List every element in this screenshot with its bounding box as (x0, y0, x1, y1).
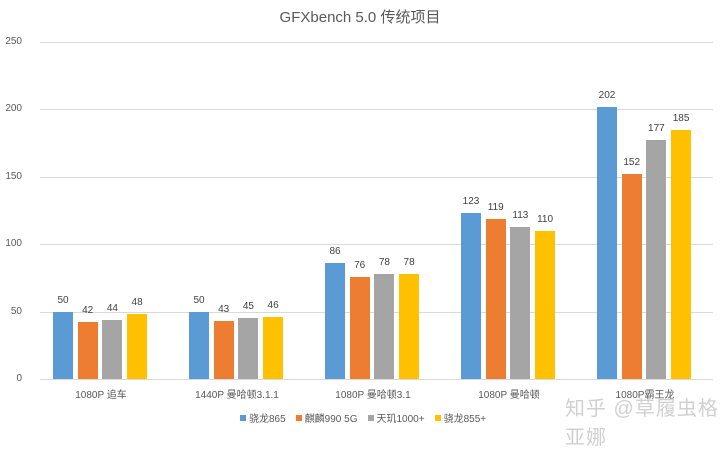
legend-item[interactable]: 骁龙855+ (434, 410, 487, 425)
data-label: 50 (57, 294, 69, 306)
legend-label: 骁龙865 (249, 414, 286, 425)
y-tick-label: 0 (16, 373, 22, 384)
bar[interactable] (535, 230, 556, 379)
data-label: 86 (329, 246, 341, 258)
bar[interactable] (77, 322, 98, 379)
bar[interactable] (189, 311, 209, 379)
data-label: 185 (672, 112, 690, 124)
bar[interactable] (671, 129, 692, 379)
data-label: 42 (82, 305, 94, 317)
data-label: 78 (403, 256, 415, 268)
bar[interactable] (213, 321, 234, 379)
x-tick-label: 1080P 追车 (75, 390, 127, 401)
legend-item[interactable]: 麒麟990 5G (295, 410, 358, 425)
legend-item[interactable]: 骁龙865 (240, 410, 286, 425)
data-label: 113 (512, 209, 529, 221)
watermark: 知乎 @草履虫格亚娜 (565, 398, 719, 449)
bar[interactable] (621, 174, 642, 379)
data-label: 76 (354, 259, 366, 271)
gridline (40, 109, 713, 111)
y-tick-label: 50 (10, 305, 22, 317)
bar[interactable] (263, 317, 284, 379)
bar[interactable] (399, 273, 420, 379)
gridline (40, 244, 713, 246)
legend-label: 麒麟990 5G (304, 414, 358, 425)
data-label: 78 (378, 256, 390, 268)
data-label: 202 (598, 89, 616, 101)
bar[interactable] (102, 319, 123, 379)
data-label: 44 (106, 302, 118, 314)
gridline (40, 176, 713, 178)
bar[interactable] (597, 106, 617, 379)
bar[interactable] (374, 273, 395, 379)
bar[interactable] (349, 276, 370, 379)
legend-label: 骁龙855+ (443, 414, 487, 425)
bar[interactable] (238, 318, 259, 379)
legend-label: 天玑1000+ (376, 414, 425, 425)
x-tick-label: 1080P霸王龙 (615, 390, 675, 401)
legend-swatch-icon (240, 414, 246, 421)
data-label: 43 (218, 304, 230, 316)
y-tick-label: 100 (5, 238, 22, 250)
data-label: 46 (267, 299, 279, 311)
bar[interactable] (325, 263, 345, 379)
y-tick-label: 200 (5, 103, 22, 115)
gridline (40, 379, 713, 380)
y-tick-label: 250 (5, 36, 22, 47)
chart-title: GFXbench 5.0 传统项目 (279, 9, 441, 26)
plot-area: 50 42 44 48 50 43 45 46 86 76 78 78 123 119 113 110 202 1… (40, 42, 713, 380)
legend-item[interactable]: 天玑1000+ (367, 410, 425, 425)
data-label: 45 (242, 301, 254, 313)
data-label: 119 (487, 201, 504, 213)
legend: 骁龙865 麒麟990 5G 天玑1000+ 骁龙855+ (240, 410, 486, 425)
bar[interactable] (461, 213, 481, 379)
data-label: 123 (462, 196, 480, 208)
legend-swatch-icon (367, 414, 374, 421)
data-label: 152 (623, 157, 641, 169)
x-tick-label: 1080P 曼哈顿3.1 (335, 390, 411, 401)
data-label: 50 (193, 294, 205, 306)
bar[interactable] (53, 311, 73, 379)
data-label: 110 (537, 213, 554, 225)
legend-swatch-icon (434, 414, 441, 421)
data-label: 48 (131, 297, 143, 309)
data-label: 177 (648, 123, 665, 135)
gridline (40, 42, 713, 43)
x-tick-label: 1440P 曼哈顿3.1.1 (195, 390, 279, 401)
y-tick-label: 150 (5, 170, 22, 182)
bar[interactable] (510, 226, 531, 379)
bar[interactable] (646, 140, 667, 379)
bar[interactable] (127, 314, 148, 379)
x-tick-label: 1080P 曼哈顿 (478, 390, 540, 401)
legend-swatch-icon (295, 414, 302, 421)
bar[interactable] (485, 218, 506, 379)
